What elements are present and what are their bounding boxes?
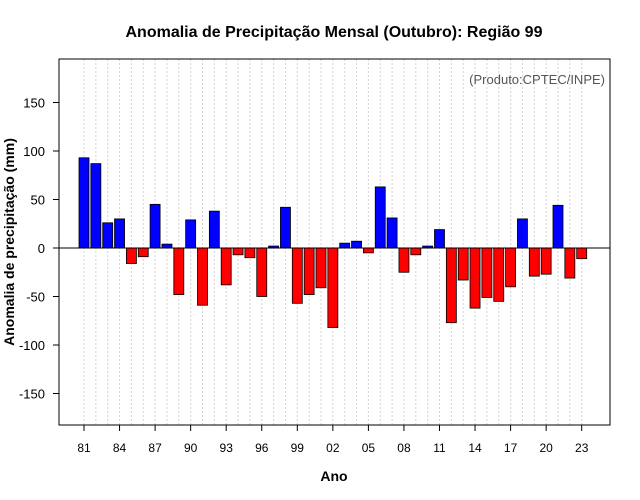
y-tick-label: 50 bbox=[31, 193, 45, 208]
bar-2007 bbox=[386, 217, 398, 249]
bar-1985 bbox=[126, 247, 137, 264]
x-tick-label: 99 bbox=[291, 441, 305, 455]
vertical-gridlines bbox=[83, 59, 583, 425]
x-axis-title: Ano bbox=[320, 468, 347, 484]
x-tick-label: 02 bbox=[326, 441, 340, 455]
bar-1992 bbox=[208, 210, 220, 249]
bar-2018 bbox=[517, 218, 528, 249]
bar-2002 bbox=[327, 247, 339, 328]
bar-2003 bbox=[339, 242, 351, 249]
bar-2006 bbox=[374, 186, 386, 249]
x-tick-label: 84 bbox=[113, 441, 127, 455]
bar-2004 bbox=[351, 240, 362, 249]
y-tick-label: 100 bbox=[23, 144, 45, 159]
bar-2023 bbox=[576, 247, 588, 260]
bar-1982 bbox=[90, 163, 102, 249]
y-tick-label: -100 bbox=[19, 338, 45, 353]
bar-1994 bbox=[232, 247, 244, 256]
bar-1986 bbox=[137, 247, 149, 258]
bar-1981 bbox=[78, 157, 90, 249]
y-axis: -150 -100 -50 0 50 100 150 bbox=[19, 96, 59, 402]
bar-1990 bbox=[185, 219, 197, 249]
bar-2014 bbox=[469, 247, 481, 309]
bar-series bbox=[78, 157, 588, 328]
plot-frame bbox=[58, 58, 611, 426]
bar-1993 bbox=[220, 247, 232, 286]
bar-2012 bbox=[445, 247, 457, 324]
y-axis-title: Anomalia de precipitação (mm) bbox=[1, 138, 17, 346]
bar-2019 bbox=[528, 247, 540, 277]
bar-1999 bbox=[291, 247, 303, 304]
bar-2001 bbox=[315, 247, 327, 289]
bar-2021 bbox=[552, 204, 564, 249]
x-tick-label: 81 bbox=[77, 441, 91, 455]
bar-1996 bbox=[256, 247, 268, 297]
bar-2015 bbox=[481, 247, 493, 298]
y-tick-label: -150 bbox=[19, 387, 45, 402]
x-tick-label: 20 bbox=[539, 441, 553, 455]
bar-1984 bbox=[114, 218, 125, 249]
bar-1989 bbox=[173, 247, 185, 295]
x-tick-label: 08 bbox=[397, 441, 411, 455]
x-tick-label: 93 bbox=[220, 441, 234, 455]
y-tick-label: 0 bbox=[38, 241, 45, 256]
bar-2022 bbox=[564, 247, 576, 279]
bar-2005 bbox=[362, 247, 374, 254]
bar-2008 bbox=[398, 247, 410, 273]
bar-2011 bbox=[434, 229, 445, 249]
x-axis: 81 84 87 90 93 96 99 02 05 08 11 14 17 20 23 bbox=[77, 425, 589, 455]
bar-1987 bbox=[149, 203, 161, 249]
bar-1988 bbox=[161, 243, 173, 249]
x-tick-label: 05 bbox=[362, 441, 376, 455]
credit-text: (Produto:CPTEC/INPE) bbox=[469, 72, 605, 87]
x-tick-label: 11 bbox=[433, 441, 446, 455]
bar-1995 bbox=[244, 247, 256, 259]
bar-2009 bbox=[410, 247, 422, 256]
bar-2013 bbox=[457, 247, 469, 281]
x-tick-label: 96 bbox=[255, 441, 269, 455]
y-tick-label: -50 bbox=[26, 290, 45, 305]
chart-title: Anomalia de Precipitação Mensal (Outubro… bbox=[126, 24, 543, 41]
x-tick-label: 87 bbox=[148, 441, 162, 455]
x-tick-label: 17 bbox=[504, 441, 518, 455]
bar-1983 bbox=[102, 222, 114, 249]
x-tick-label: 14 bbox=[468, 441, 482, 455]
bar-1998 bbox=[280, 206, 291, 249]
bar-2020 bbox=[540, 247, 552, 275]
bar-1991 bbox=[197, 247, 208, 306]
bar-2000 bbox=[303, 247, 315, 295]
x-tick-label: 90 bbox=[184, 441, 198, 455]
x-tick-label: 23 bbox=[575, 441, 589, 455]
bar-2016 bbox=[493, 247, 505, 302]
bar-2017 bbox=[505, 247, 517, 288]
y-tick-label: 150 bbox=[23, 96, 45, 111]
